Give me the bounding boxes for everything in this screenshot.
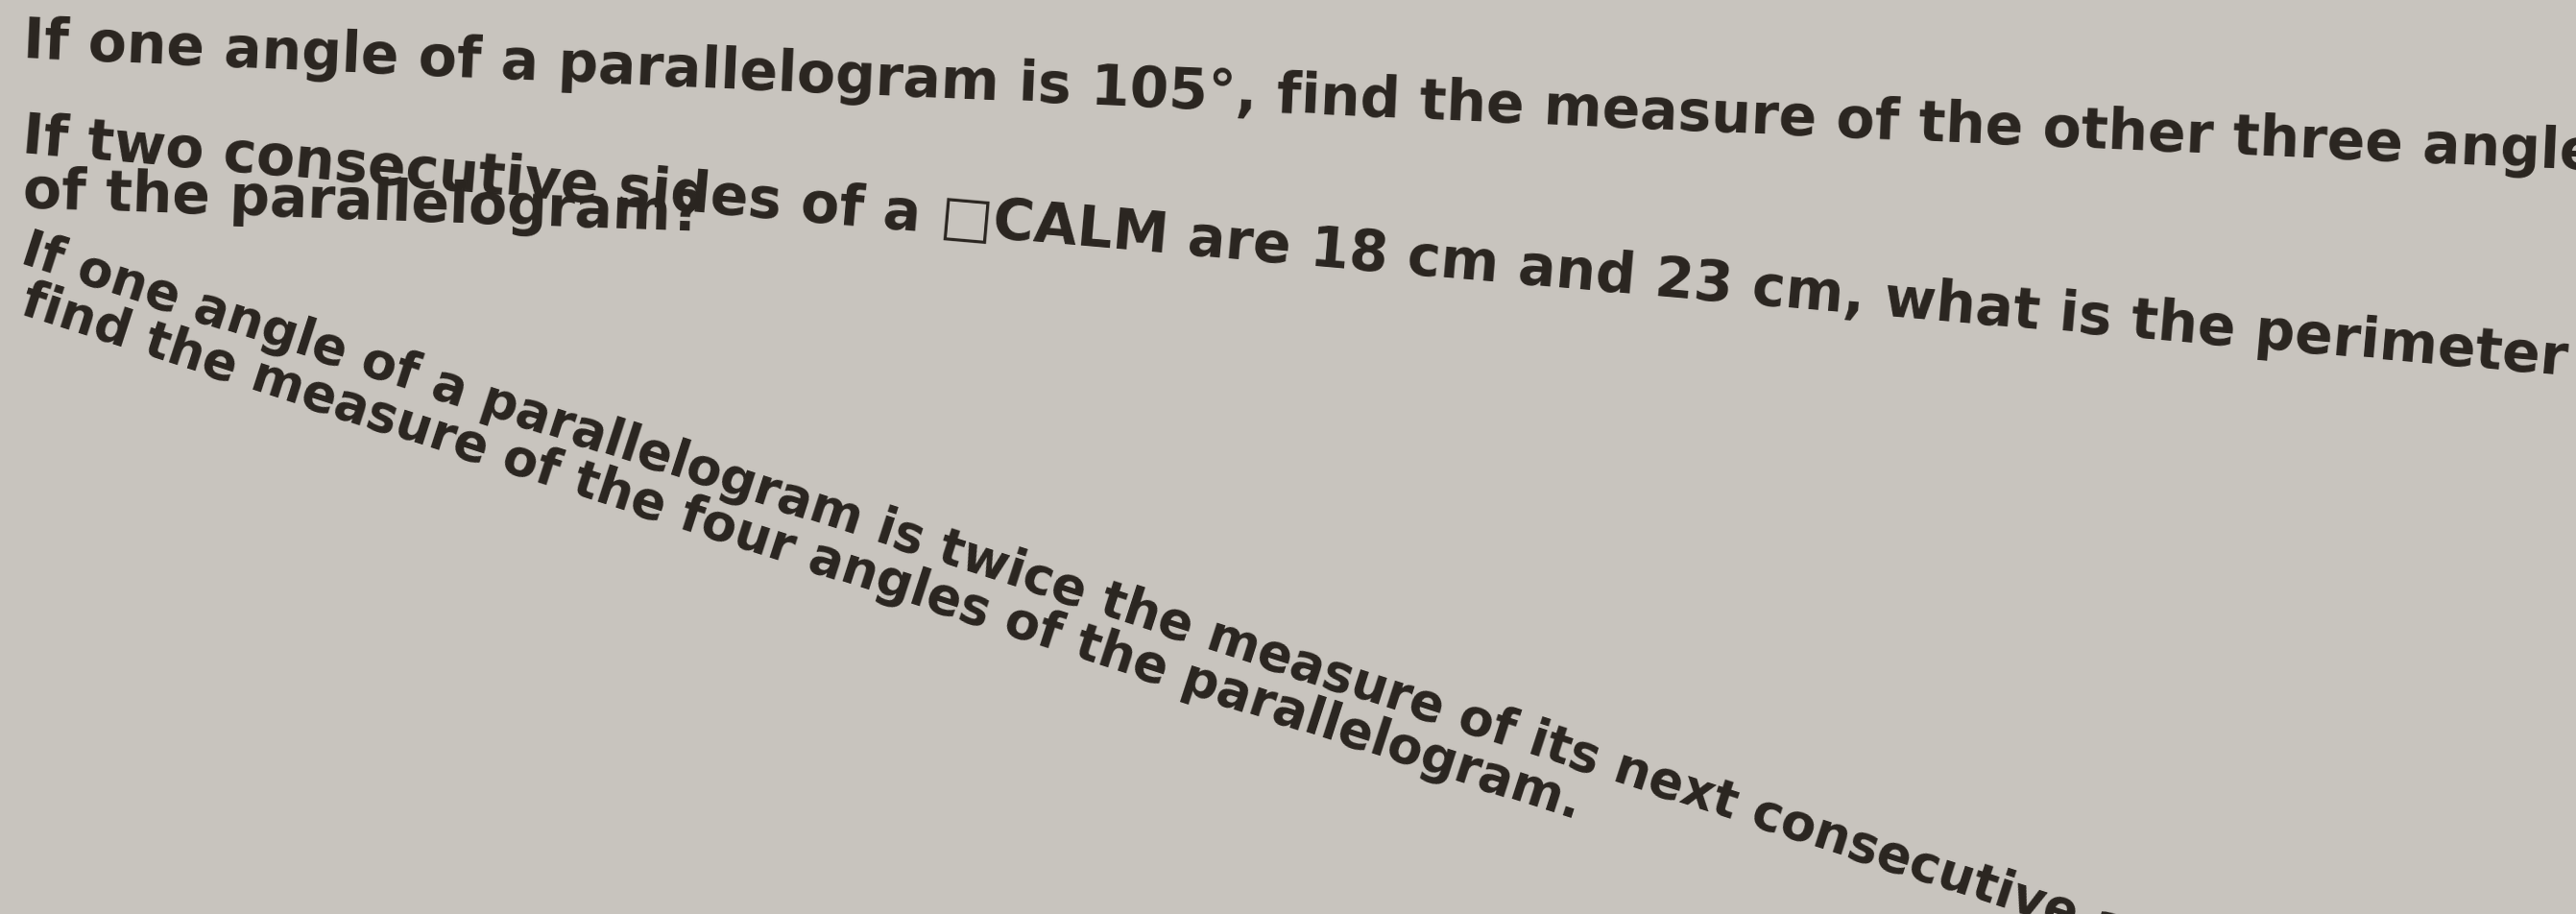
- Text: If one angle of a parallelogram is 105°, find the measure of the other three ang: If one angle of a parallelogram is 105°,…: [21, 14, 2576, 184]
- Text: of the parallelogram?: of the parallelogram?: [23, 164, 703, 242]
- Text: If one angle of a parallelogram is twice the measure of its next consecutive ang: If one angle of a parallelogram is twice…: [15, 225, 2269, 914]
- Text: find the measure of the four angles of the parallelogram.: find the measure of the four angles of t…: [15, 276, 1587, 828]
- Text: If two consecutive sides of a □CALM are 18 cm and 23 cm, what is the perimeter: If two consecutive sides of a □CALM are …: [21, 110, 2571, 387]
